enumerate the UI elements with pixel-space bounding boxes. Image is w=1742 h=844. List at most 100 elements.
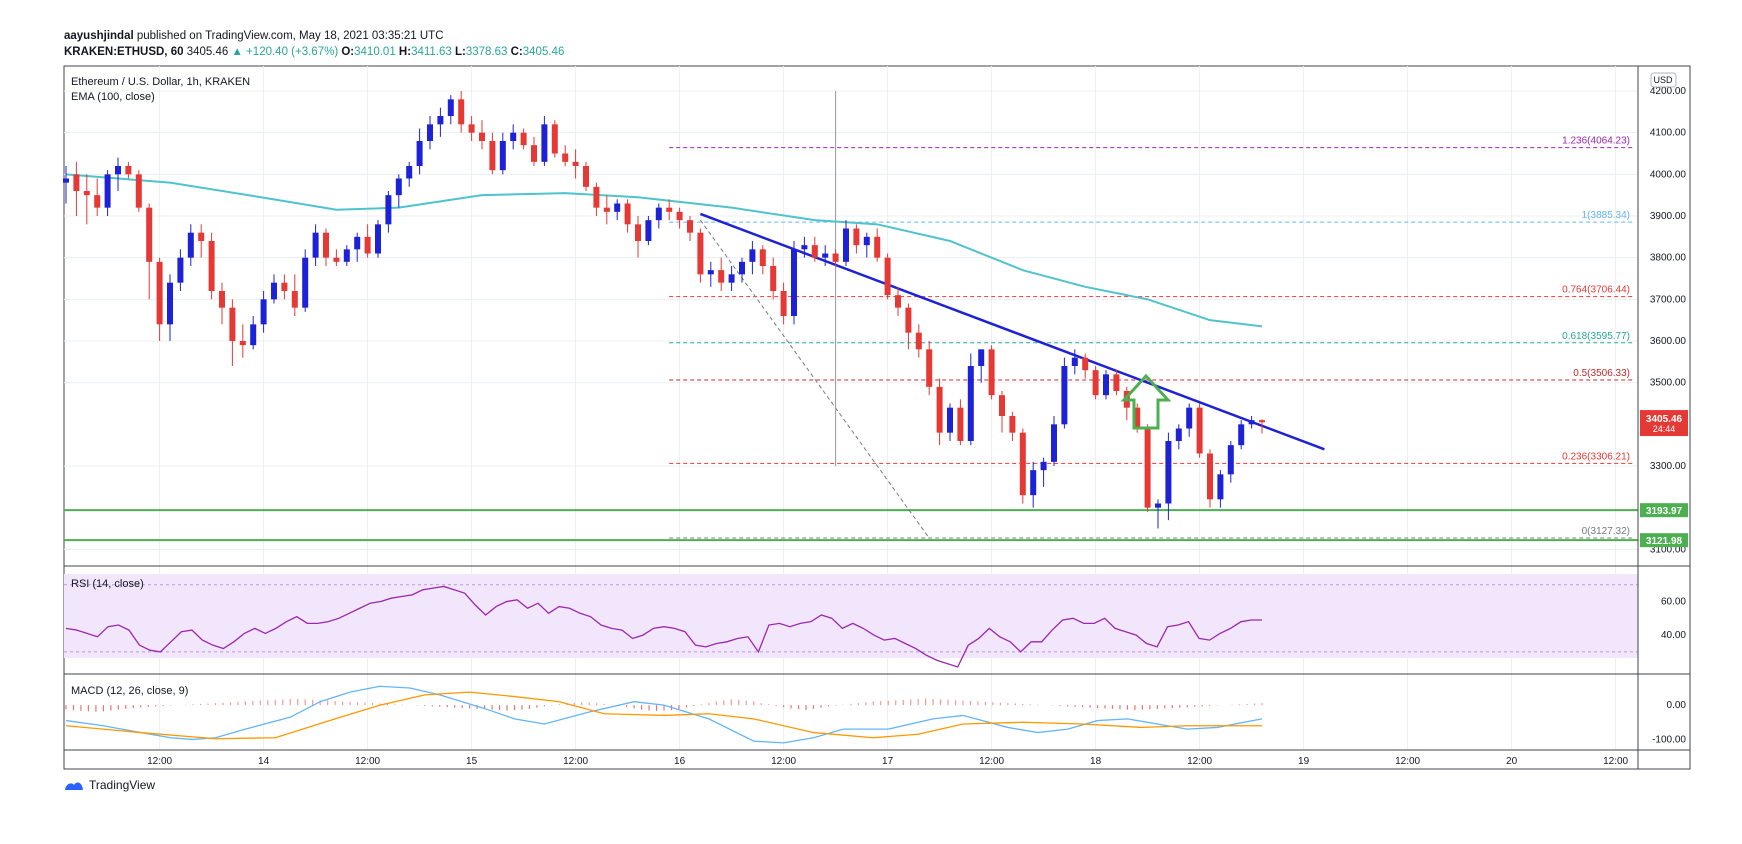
candle-body bbox=[104, 174, 111, 208]
candle-body bbox=[1082, 357, 1089, 371]
macd-line bbox=[65, 685, 1263, 744]
candle-body bbox=[541, 124, 548, 162]
time-tick-label: 17 bbox=[882, 756, 894, 767]
candle-body bbox=[749, 249, 756, 262]
macd-tick-label: 0.00 bbox=[1667, 700, 1687, 711]
candle-body bbox=[260, 299, 267, 325]
candle-body bbox=[385, 195, 392, 225]
candle-body bbox=[479, 132, 485, 141]
candle-body bbox=[468, 124, 475, 133]
time-tick-label: 19 bbox=[1298, 756, 1310, 767]
candle-body bbox=[187, 232, 194, 258]
up-arrow-icon: ▲ bbox=[231, 46, 243, 58]
candle-body bbox=[655, 207, 662, 221]
candle-body bbox=[926, 349, 933, 387]
time-tick-label: 12:00 bbox=[771, 756, 796, 767]
fib-level-label: 0.5(3506.33) bbox=[1573, 368, 1630, 379]
close-value: 3405.46 bbox=[522, 46, 565, 58]
price-tick-label: 3900.00 bbox=[1650, 211, 1687, 222]
price-tick-label: 4100.00 bbox=[1650, 128, 1687, 139]
high-label: H: bbox=[398, 46, 412, 58]
time-tick-label: 16 bbox=[674, 756, 686, 767]
publisher-name[interactable]: aayushjindal bbox=[64, 30, 134, 42]
up-arrow-annotation-icon bbox=[1120, 373, 1172, 430]
macd-pane: 0.00 -100.00 bbox=[65, 685, 1687, 745]
time-tick-label: 12:00 bbox=[1395, 756, 1420, 767]
last-price-badge bbox=[1640, 410, 1688, 437]
candle-body bbox=[1051, 424, 1057, 462]
price-tick-label: 4000.00 bbox=[1650, 169, 1687, 180]
candle-body bbox=[947, 407, 953, 433]
candle-body bbox=[447, 99, 454, 116]
candle-body bbox=[936, 386, 943, 433]
candle-body bbox=[1009, 416, 1016, 433]
candle-body bbox=[697, 232, 704, 275]
candle-body bbox=[1040, 461, 1047, 471]
candle-body bbox=[645, 220, 652, 241]
price-tick-label: 3700.00 bbox=[1650, 294, 1687, 305]
candle-body bbox=[1207, 453, 1213, 500]
publish-info: aayushjindal published on TradingView.co… bbox=[64, 30, 444, 42]
candle-body bbox=[1196, 407, 1203, 454]
currency-badge[interactable] bbox=[1650, 72, 1677, 88]
ema-label: EMA (100, close) bbox=[71, 91, 155, 103]
rsi-label: RSI (14, close) bbox=[71, 578, 144, 590]
candle-body bbox=[395, 178, 402, 196]
candle-body bbox=[1030, 470, 1037, 496]
candle-body bbox=[759, 249, 766, 266]
candle-body bbox=[822, 253, 829, 258]
candle-body bbox=[73, 174, 80, 191]
time-tick-label: 12:00 bbox=[355, 756, 380, 767]
candle-body bbox=[718, 270, 725, 283]
ema-line bbox=[65, 173, 1263, 328]
last-price: 3405.46 bbox=[186, 46, 229, 58]
candle-body bbox=[291, 291, 298, 308]
candle-body bbox=[146, 207, 153, 262]
candle-body bbox=[915, 332, 922, 350]
time-tick-label: 12:00 bbox=[1603, 756, 1628, 767]
high-value: 3411.63 bbox=[411, 46, 452, 58]
candle-body bbox=[281, 282, 288, 291]
tradingview-brand[interactable]: TradingView bbox=[64, 778, 155, 792]
fib-level-label: 1(3885.34) bbox=[1582, 210, 1630, 221]
open-label: O: bbox=[341, 46, 355, 58]
candle-body bbox=[895, 295, 901, 308]
time-tick-label: 12:00 bbox=[1187, 756, 1212, 767]
macd-label: MACD (12, 26, close, 9) bbox=[71, 685, 188, 697]
brand-name: TradingView bbox=[89, 778, 156, 792]
candle-body bbox=[707, 270, 714, 275]
candle-body bbox=[1019, 432, 1026, 496]
candle-body bbox=[572, 161, 579, 166]
macd-tick-label: -100.00 bbox=[1652, 734, 1686, 745]
symbol-label: KRAKEN:ETHUSD, 60 bbox=[64, 46, 184, 58]
price-tick-label: 3800.00 bbox=[1650, 253, 1687, 264]
candle-body bbox=[551, 124, 558, 154]
candle-body bbox=[125, 166, 132, 175]
chart-frame bbox=[63, 65, 1691, 770]
candle-body bbox=[323, 232, 329, 258]
support-price-badge bbox=[1640, 503, 1688, 518]
fib-level-label: 0(3127.32) bbox=[1582, 526, 1630, 537]
candle-body bbox=[1248, 420, 1255, 425]
candle-body bbox=[520, 132, 527, 146]
publish-text: published on TradingView.com, May 18, 20… bbox=[133, 30, 444, 42]
candle-body bbox=[1144, 428, 1151, 508]
low-label: L: bbox=[454, 46, 466, 58]
low-value: 3378.63 bbox=[465, 46, 508, 58]
candle-body bbox=[302, 257, 309, 308]
candle-body bbox=[416, 141, 423, 166]
rsi-tick-label: 60.00 bbox=[1661, 597, 1686, 608]
axes: 4200.00 4100.00 4000.00 3900.00 3800.00 3700.… bbox=[147, 86, 1688, 767]
candles[interactable] bbox=[63, 91, 1265, 529]
candle-body bbox=[811, 245, 818, 258]
candle-body bbox=[843, 228, 849, 262]
rsi-pane: 60.00 40.00 bbox=[64, 584, 1686, 668]
candle-body bbox=[614, 203, 621, 212]
candle-body bbox=[499, 141, 506, 171]
candle-body bbox=[1155, 503, 1161, 508]
time-tick-label: 12:00 bbox=[979, 756, 1004, 767]
candle-body bbox=[687, 220, 693, 233]
candle-body bbox=[676, 211, 683, 221]
candle-body bbox=[1238, 424, 1245, 446]
